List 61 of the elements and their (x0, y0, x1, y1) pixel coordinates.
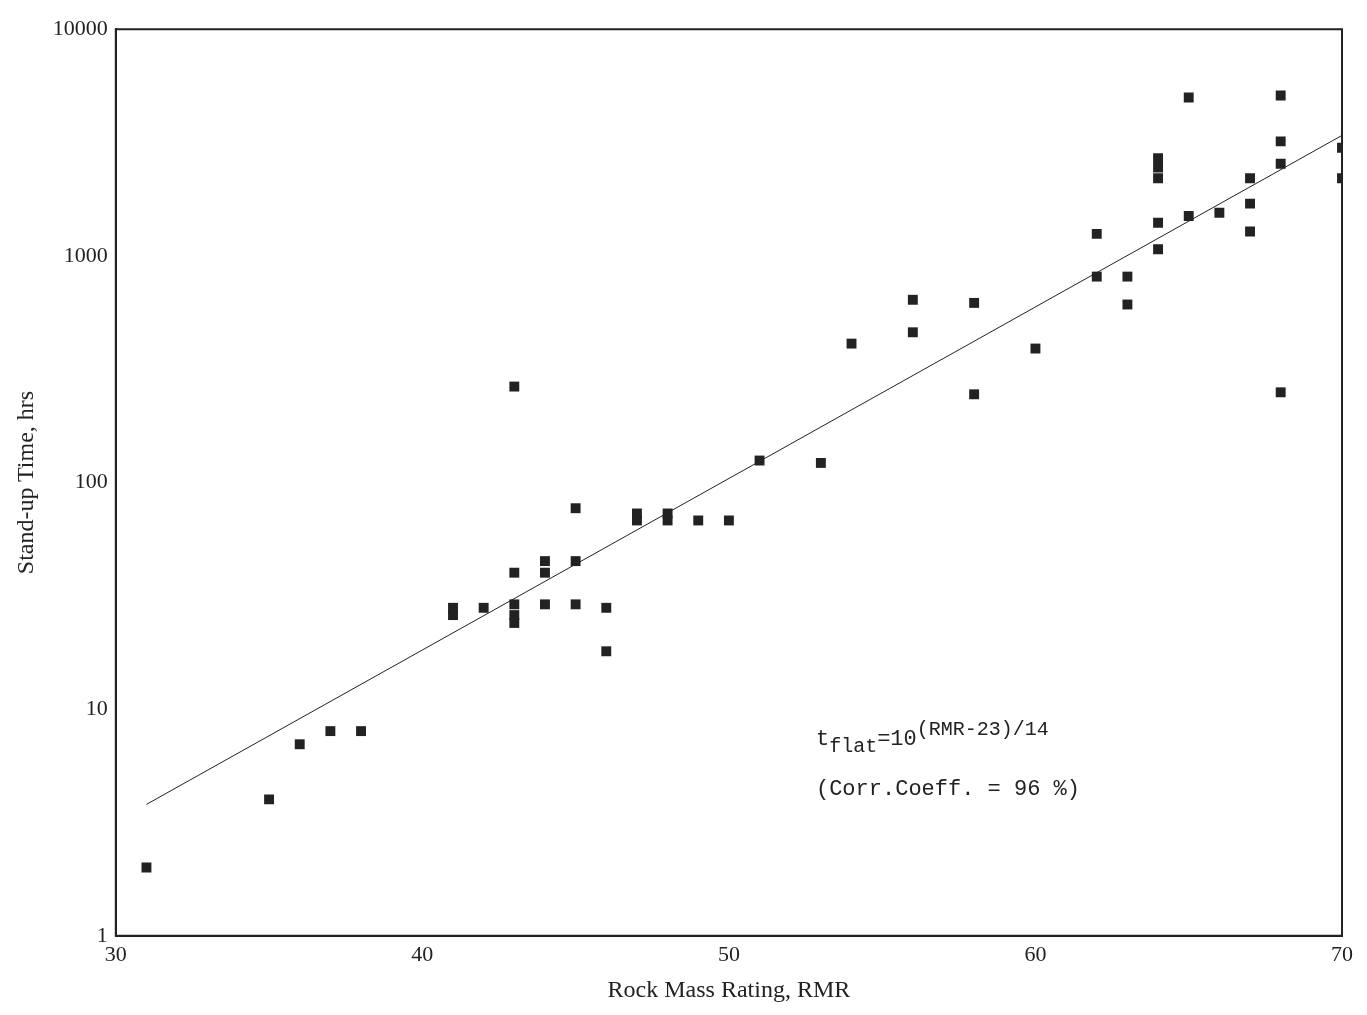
x-tick-label: 50 (717, 940, 740, 966)
point (570, 599, 581, 610)
point (662, 515, 673, 526)
point (540, 599, 550, 610)
point (1122, 299, 1133, 310)
point (1122, 271, 1133, 282)
point (264, 794, 275, 805)
x-axis-title: Rock Mass Rating, RMR (607, 975, 851, 1002)
x-tick-label: 60 (1024, 940, 1047, 966)
point (1245, 226, 1255, 237)
point (509, 381, 520, 392)
point (601, 646, 612, 657)
point (601, 602, 612, 613)
point (969, 389, 980, 400)
y-tick-label: 100 (74, 468, 108, 494)
point (325, 726, 336, 737)
point (1091, 228, 1102, 239)
point (1153, 153, 1164, 164)
annotation: (Corr.Coeff. = 96 %) (815, 777, 1081, 803)
point (1275, 158, 1286, 169)
point (1153, 217, 1164, 228)
point (907, 294, 918, 305)
point (846, 338, 857, 349)
y-tick-label: 10000 (52, 14, 108, 40)
point (1275, 136, 1286, 147)
x-tick-label: 40 (411, 940, 434, 966)
y-tick-label: 1000 (63, 241, 108, 267)
point (448, 610, 458, 621)
point (509, 567, 520, 578)
point (1275, 387, 1286, 398)
point (1153, 173, 1164, 184)
x-tick-label: 70 (1331, 940, 1353, 966)
point (1214, 207, 1225, 218)
point (294, 739, 305, 750)
point (631, 515, 642, 526)
point (540, 567, 550, 578)
annotation: tflat=10(RMR-23)/14 (815, 718, 1049, 759)
point (1091, 271, 1102, 282)
y-axis-title: Stand-up Time, hrs (11, 390, 38, 575)
point (1183, 210, 1194, 221)
y-tick-label: 10 (85, 694, 108, 720)
point (478, 602, 489, 613)
point (1153, 244, 1164, 255)
point (509, 618, 520, 628)
point (693, 515, 704, 526)
point (1153, 162, 1164, 173)
point (540, 556, 550, 567)
point (356, 726, 366, 737)
point (815, 457, 826, 468)
point (969, 297, 980, 308)
point (509, 599, 520, 610)
point (570, 556, 581, 567)
point (754, 455, 765, 466)
point (907, 327, 918, 338)
point (1245, 198, 1255, 209)
point (1183, 92, 1194, 103)
point (141, 862, 152, 873)
point (723, 515, 734, 526)
point (570, 503, 581, 514)
point (1245, 173, 1255, 184)
point (1275, 90, 1286, 101)
